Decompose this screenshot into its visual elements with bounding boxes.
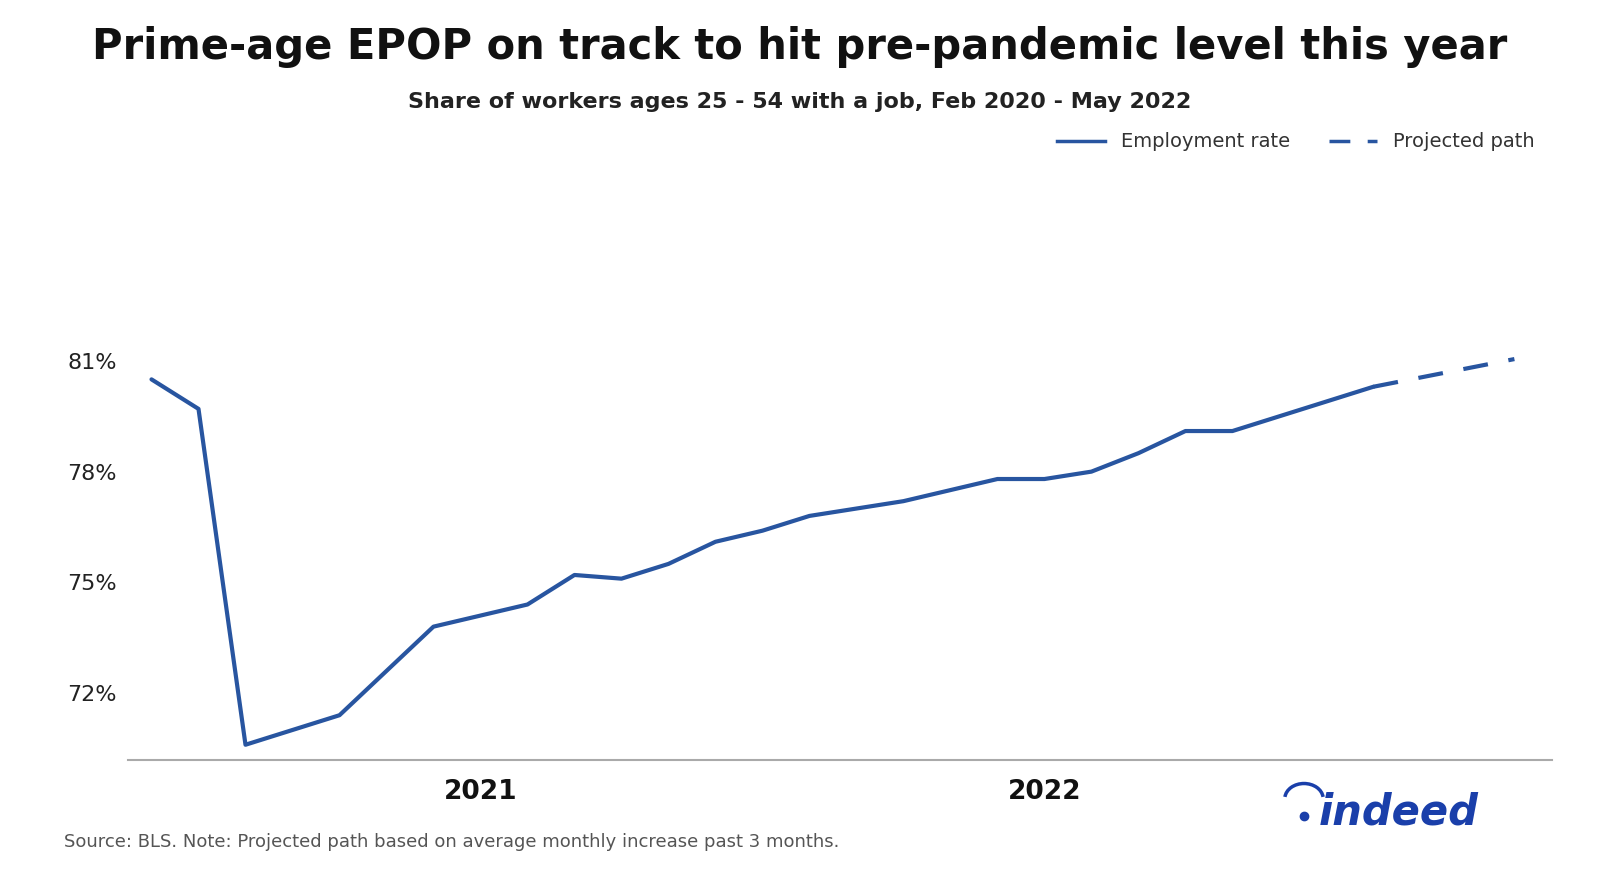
Text: indeed: indeed — [1318, 792, 1478, 834]
Text: Source: BLS. Note: Projected path based on average monthly increase past 3 month: Source: BLS. Note: Projected path based … — [64, 833, 840, 851]
Text: Share of workers ages 25 - 54 with a job, Feb 2020 - May 2022: Share of workers ages 25 - 54 with a job… — [408, 92, 1192, 112]
Text: Prime-age EPOP on track to hit pre-pandemic level this year: Prime-age EPOP on track to hit pre-pande… — [93, 26, 1507, 68]
Legend: Employment rate, Projected path: Employment rate, Projected path — [1048, 125, 1542, 159]
